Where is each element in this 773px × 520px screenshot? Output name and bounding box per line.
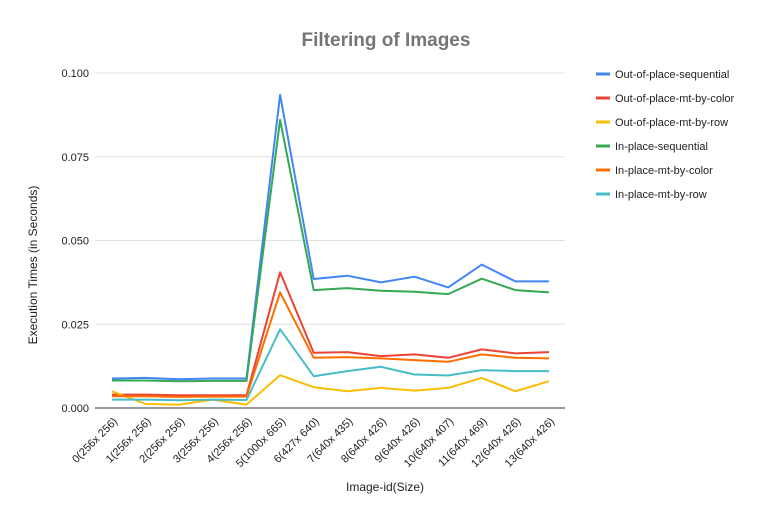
chart-title: Filtering of Images [302, 30, 471, 51]
x-axis-title: Image-id(Size) [346, 480, 424, 494]
legend-item: In-place-sequential [596, 141, 708, 153]
series-line-out-of-place-sequential [111, 93, 549, 381]
y-tick-label: 0.050 [61, 236, 89, 248]
y-axis-title: Execution Times (in Seconds) [26, 186, 40, 345]
series-line-out-of-place-mt-by-color [112, 271, 550, 397]
y-tick-label: 0.025 [61, 319, 89, 331]
legend-label: Out-of-place-sequential [615, 69, 729, 81]
gridlines [95, 72, 565, 409]
y-tick-label: 0.000 [61, 403, 89, 415]
legend-label: In-place-mt-by-color [615, 165, 713, 177]
legend-label: Out-of-place-mt-by-row [615, 117, 728, 129]
y-axis-ticks: 0.000 0.025 0.050 0.075 0.100 [61, 68, 89, 415]
series-line-in-place-mt-by-row [112, 328, 549, 402]
legend-item: In-place-mt-by-color [596, 165, 713, 177]
legend-label: Out-of-place-mt-by-color [615, 93, 735, 105]
y-tick-label: 0.075 [61, 152, 89, 164]
legend-label: In-place-mt-by-row [615, 189, 707, 201]
legend-item: In-place-mt-by-row [596, 189, 707, 201]
legend-label: In-place-sequential [615, 141, 708, 153]
series-line-in-place-mt-by-color [112, 291, 550, 398]
series-lines [111, 93, 550, 406]
legend-item: Out-of-place-mt-by-color [596, 93, 735, 105]
series-line-out-of-place-mt-by-row [111, 374, 550, 406]
legend-item: Out-of-place-sequential [596, 69, 729, 81]
legend: Out-of-place-sequential Out-of-place-mt-b… [596, 69, 735, 201]
series-line-in-place-sequential [112, 118, 550, 383]
y-tick-label: 0.100 [61, 68, 89, 80]
legend-item: Out-of-place-mt-by-row [596, 117, 728, 129]
